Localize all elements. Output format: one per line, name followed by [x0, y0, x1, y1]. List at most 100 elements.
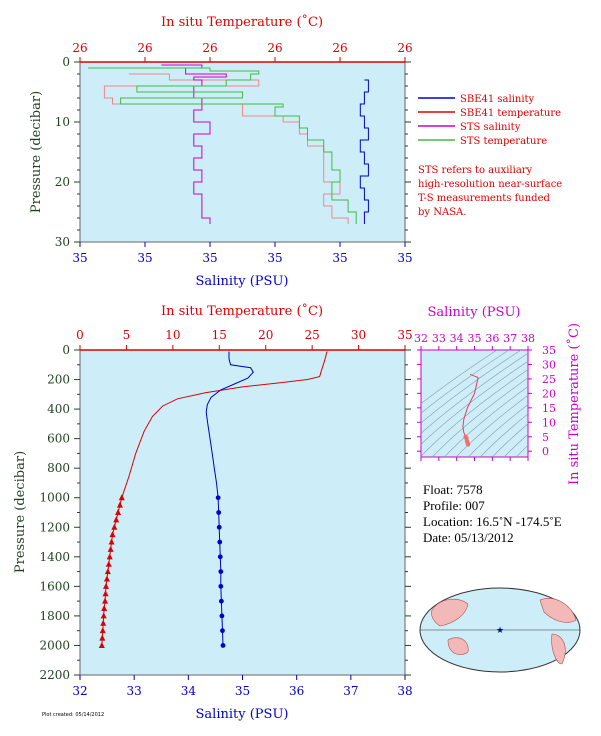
bottom-temp-tick-label: 0 — [76, 328, 84, 342]
bottom-salinity-tick-label: 37 — [343, 684, 358, 698]
full-profile-panel: In situ Temperature (˚C) Salinity (PSU) … — [13, 303, 413, 722]
ts-temp-axis-label: In situ Temperature (˚C) — [566, 323, 582, 485]
legend-label: STS temperature — [460, 136, 547, 147]
bottom-pressure-tick-label: 1000 — [39, 491, 70, 505]
density-contour — [515, 444, 528, 457]
top-pressure-tick-label: 10 — [55, 115, 70, 129]
bottom-salinity-tick-label: 36 — [289, 684, 304, 698]
salinity-marker — [216, 524, 222, 530]
temperature-marker — [98, 641, 105, 648]
temperature-marker — [99, 634, 106, 641]
float-info: Float: 7578 Profile: 007 Location: 16.5˚… — [423, 482, 562, 546]
ts-temp-tick-label: 30 — [542, 358, 556, 371]
bottom-pressure-tick-label: 800 — [47, 461, 70, 475]
temperature-marker — [106, 553, 113, 560]
ts-temp-tick-label: 25 — [542, 373, 556, 386]
location: Location: 16.5˚N -174.5˚E — [423, 514, 562, 529]
temperature-marker — [111, 523, 118, 530]
bottom-pressure-tick-label: 1800 — [39, 609, 70, 623]
ts-salinity-tick-label: 37 — [503, 332, 517, 345]
ts-temp-tick-label: 15 — [542, 402, 556, 415]
bottom-temp-axis-label: In situ Temperature (˚C) — [161, 303, 323, 319]
temperature-marker — [116, 501, 123, 508]
temperature-marker — [100, 619, 107, 626]
density-contour — [491, 423, 528, 457]
bottom-series-sbe41-salinity — [205, 351, 254, 646]
top-series-sts-temperature — [88, 67, 357, 224]
density-contour — [421, 350, 522, 424]
temperature-marker — [109, 531, 116, 538]
bottom-salinity-tick-label: 32 — [72, 684, 87, 698]
top-temp-axis-label: In situ Temperature (˚C) — [161, 14, 323, 30]
ts-plot-area — [420, 349, 529, 458]
ts-salinity-tick-label: 38 — [521, 332, 535, 345]
top-series-sts-salinity — [161, 64, 227, 224]
salinity-marker — [215, 495, 221, 501]
temperature-marker — [103, 582, 109, 589]
top-pressure-tick-label: 20 — [55, 175, 70, 189]
temperature-marker — [107, 545, 114, 552]
top-temp-tick-label: 26 — [397, 41, 412, 55]
top-pressure-tick-label: 0 — [62, 55, 70, 69]
top-temp-tick-label: 26 — [137, 41, 152, 55]
ts-salinity-tick-label: 36 — [485, 332, 499, 345]
density-contour — [421, 369, 528, 457]
top-series-group — [88, 64, 369, 224]
temperature-marker — [101, 605, 108, 612]
salinity-marker — [219, 613, 225, 619]
map-land-north-america — [539, 598, 577, 623]
ts-salinity-tick-label: 34 — [450, 332, 464, 345]
bottom-salinity-tick-label: 38 — [397, 684, 412, 698]
ts-diagram-panel: Salinity (PSU) In situ Temperature (˚C) … — [414, 305, 582, 485]
bottom-pressure-tick-label: 200 — [47, 373, 70, 387]
bottom-pressure-tick-label: 0 — [62, 343, 70, 357]
note-line: by NASA. — [418, 207, 466, 218]
bottom-temp-tick-label: 25 — [305, 328, 320, 342]
ts-temp-tick-label: 20 — [542, 387, 556, 400]
bottom-pressure-tick-label: 1600 — [39, 579, 70, 593]
legend-label: SBE41 salinity — [460, 94, 535, 105]
location-map: ★ — [419, 587, 581, 673]
top-temp-tick-label: 26 — [202, 41, 217, 55]
density-contour — [421, 352, 528, 434]
map-land-south-america — [551, 633, 566, 665]
top-legend: SBE41 salinity SBE41 temperature STS salin… — [418, 94, 561, 147]
ts-temp-tick-label: 10 — [542, 416, 556, 429]
temperature-marker — [99, 627, 106, 634]
bottom-salinity-tick-label: 34 — [181, 684, 197, 698]
top-temp-tick-label: 26 — [72, 41, 87, 55]
temperature-marker — [103, 575, 110, 582]
footer-text: Plot created: 05/14/2012 — [42, 712, 105, 718]
salinity-marker — [220, 628, 225, 634]
top-salinity-tick-label: 35 — [332, 251, 347, 265]
temperature-marker — [115, 509, 122, 515]
date: Date: 05/13/2012 — [423, 530, 514, 545]
bottom-pressure-axis-label: Pressure (decibar) — [13, 451, 28, 573]
temperature-marker — [104, 568, 111, 575]
salinity-marker — [217, 554, 223, 560]
temperature-marker — [118, 494, 125, 501]
top-ticks-group: 26 26 26 26 26 26 35 35 35 35 35 35 0 10 20 30 — [55, 41, 413, 265]
ts-salinity-tick-label: 32 — [414, 332, 428, 345]
note-line: STS refers to auxiliary — [418, 165, 533, 176]
salinity-marker — [218, 598, 224, 604]
sts-note: STS refers to auxiliary high-resolution n… — [418, 165, 562, 218]
top-salinity-tick-label: 35 — [72, 251, 87, 265]
bottom-temp-tick-label: 35 — [397, 328, 412, 342]
top-temp-tick-label: 26 — [267, 41, 282, 55]
ts-temp-tick-label: 5 — [542, 431, 549, 444]
salinity-marker — [218, 583, 224, 589]
note-line: T-S measurements funded — [418, 193, 550, 204]
legend-label: SBE41 temperature — [460, 108, 561, 119]
top-temp-tick-label: 26 — [332, 41, 347, 55]
salinity-marker — [216, 510, 222, 515]
bottom-salinity-axis-label: Salinity (PSU) — [196, 707, 289, 722]
density-contour — [479, 413, 528, 457]
bottom-series-group — [98, 351, 328, 648]
bottom-temp-tick-label: 15 — [212, 328, 227, 342]
bottom-salinity-tick-label: 33 — [127, 684, 142, 698]
legend-label: STS salinity — [460, 122, 521, 133]
float-location-icon: ★ — [496, 626, 504, 636]
density-contour — [421, 350, 510, 414]
